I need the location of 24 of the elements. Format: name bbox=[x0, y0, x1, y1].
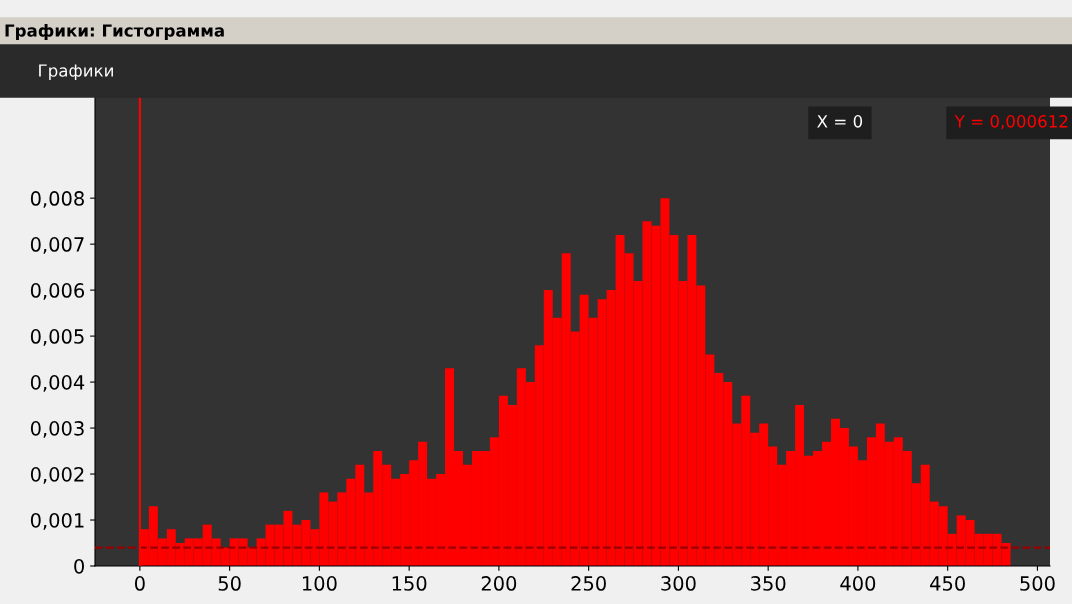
chart-title: Графики: Гистограмма bbox=[5, 23, 224, 41]
y-tick-label: 0,004 bbox=[30, 375, 85, 392]
y-tick-label: 0 bbox=[74, 558, 84, 574]
annotation: Y = 0,000612 bbox=[954, 115, 1068, 130]
x-tick-label: 450 bbox=[930, 576, 965, 591]
y-tick-label: 0,006 bbox=[30, 283, 85, 300]
x-tick-label: 500 bbox=[1020, 576, 1055, 591]
x-tick-label: 350 bbox=[751, 576, 786, 591]
y-tick-label: 0,003 bbox=[30, 421, 84, 438]
x-tick-label: 50 bbox=[218, 576, 241, 591]
y-tick-label: 0,002 bbox=[30, 467, 84, 484]
x-tick-label: 250 bbox=[571, 576, 606, 591]
y-tick-label: 0,007 bbox=[30, 237, 84, 254]
x-tick-label: 0 bbox=[134, 576, 145, 591]
x-tick-label: 100 bbox=[302, 576, 337, 591]
annotation: X = 0 bbox=[817, 115, 863, 128]
x-tick-label: 300 bbox=[661, 576, 696, 591]
text: Графики bbox=[39, 64, 113, 81]
x-tick-label: 150 bbox=[392, 576, 427, 591]
x-tick-label: 400 bbox=[840, 576, 876, 591]
y-tick-label: 0,008 bbox=[30, 191, 84, 208]
y-tick-label: 0,005 bbox=[30, 329, 84, 346]
x-tick-label: 200 bbox=[481, 576, 517, 591]
y-tick-label: 0,001 bbox=[30, 512, 84, 530]
